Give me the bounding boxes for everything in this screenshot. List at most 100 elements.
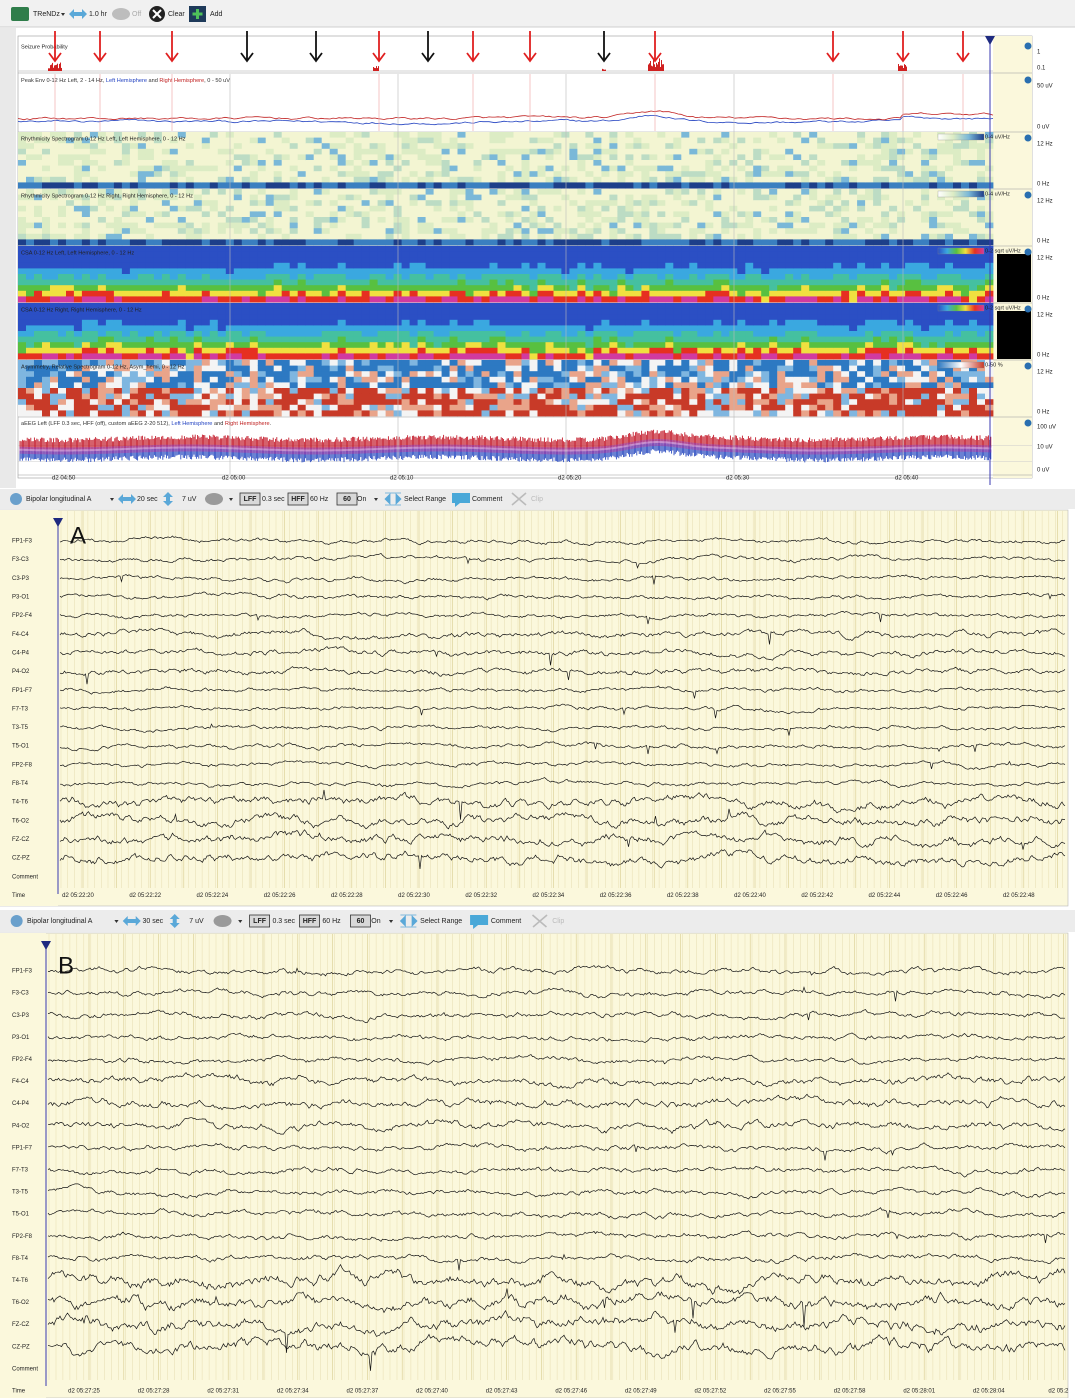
spectrogram-cell	[673, 182, 681, 188]
spectrogram-cell	[657, 274, 665, 280]
spectrogram-cell	[713, 303, 721, 309]
spectrogram-cell	[362, 171, 370, 177]
spectrogram-cell	[250, 268, 258, 274]
spectrogram-cell	[825, 206, 833, 212]
spectrogram-cell	[593, 337, 601, 343]
spectrogram-cell	[817, 353, 825, 359]
spectrogram-cell	[178, 200, 186, 206]
spectrogram-cell	[322, 257, 330, 263]
spectrogram-cell	[218, 252, 226, 258]
spectrogram-cell	[617, 160, 625, 166]
spectrogram-cell	[977, 206, 985, 212]
off-label[interactable]: Off	[132, 11, 141, 18]
spectrogram-cell	[434, 268, 442, 274]
spectrogram-cell	[18, 285, 26, 291]
spectrogram-cell	[66, 166, 74, 172]
spectrogram-cell	[410, 296, 418, 302]
spectrogram-cell	[178, 252, 186, 258]
spectrogram-cell	[985, 296, 993, 302]
spectrogram-cell	[146, 211, 154, 217]
spectrogram-cell	[577, 228, 585, 234]
spectrogram-cell	[777, 239, 785, 245]
spectrogram-cell	[809, 268, 817, 274]
spectrogram-cell	[625, 200, 633, 206]
clear-label[interactable]: Clear	[168, 11, 185, 18]
spectrogram-cell	[386, 149, 394, 155]
spectrogram-cell	[18, 320, 26, 326]
spectrogram-cell	[146, 303, 154, 309]
scale-label: 0 Hz	[1037, 182, 1049, 188]
spectrogram-cell	[554, 239, 562, 245]
spectrogram-cell	[82, 149, 90, 155]
add-label[interactable]: Add	[210, 11, 223, 18]
info-icon[interactable]	[1025, 43, 1032, 50]
info-icon[interactable]	[1025, 135, 1032, 142]
spectrogram-cell	[761, 280, 769, 286]
spectrogram-cell	[641, 342, 649, 348]
spectrogram-cell	[202, 314, 210, 320]
spectrogram-cell	[593, 217, 601, 223]
spectrogram-cell	[490, 252, 498, 258]
trends-icon[interactable]	[11, 7, 29, 21]
info-icon[interactable]	[1025, 192, 1032, 199]
spectrogram-cell	[514, 257, 522, 263]
spectrogram-cell	[585, 348, 593, 354]
spectrogram-cell	[234, 154, 242, 160]
info-icon[interactable]	[1025, 77, 1032, 84]
spectrogram-cell	[290, 217, 298, 223]
spectrogram-cell	[146, 246, 154, 252]
spectrogram-cell	[753, 189, 761, 195]
spectrogram-cell	[793, 217, 801, 223]
spectrogram-cell	[577, 166, 585, 172]
spectrogram-cell	[601, 132, 609, 138]
spectrogram-cell	[929, 303, 937, 309]
spectrogram-cell	[34, 342, 42, 348]
spectrogram-cell	[138, 149, 146, 155]
spectrogram-cell	[410, 217, 418, 223]
spectrogram-cell	[250, 285, 258, 291]
spectrogram-cell	[729, 280, 737, 286]
spectrogram-cell	[538, 189, 546, 195]
spectrogram-cell	[713, 234, 721, 240]
spectrogram-cell	[386, 337, 394, 343]
spectrogram-cell	[649, 138, 657, 144]
spectrogram-cell	[689, 320, 697, 326]
spectrogram-cell	[130, 348, 138, 354]
spectrogram-cell	[721, 348, 729, 354]
spectrogram-cell	[266, 280, 274, 286]
spectrogram-cell	[98, 280, 106, 286]
spectrogram-cell	[282, 132, 290, 138]
spectrogram-cell	[338, 342, 346, 348]
spectrogram-cell	[777, 268, 785, 274]
spectrogram-cell	[833, 296, 841, 302]
spectrogram-cell	[881, 303, 889, 309]
spectrogram-cell	[210, 314, 218, 320]
spectrogram-cell	[546, 189, 554, 195]
spectrogram-cell	[354, 291, 362, 297]
spectrogram-cell	[546, 337, 554, 343]
spectrogram-cell	[282, 331, 290, 337]
spectrogram-cell	[74, 171, 82, 177]
spectrogram-cell	[122, 171, 130, 177]
spectrogram-cell	[921, 206, 929, 212]
spectrogram-cell	[793, 228, 801, 234]
off-icon[interactable]	[112, 8, 130, 20]
spectrogram-cell	[729, 132, 737, 138]
spectrogram-cell	[873, 268, 881, 274]
spectrogram-cell	[210, 223, 218, 229]
spectrogram-cell	[346, 309, 354, 315]
spectrogram-cell	[945, 160, 953, 166]
spectrogram-cell	[426, 143, 434, 149]
spectrogram-cell	[98, 160, 106, 166]
spectrogram-cell	[122, 331, 130, 337]
spectrogram-cell	[873, 252, 881, 258]
spectrogram-cell	[114, 206, 122, 212]
trends-menu[interactable]: TReNDz	[33, 11, 60, 18]
info-icon[interactable]	[1025, 249, 1032, 256]
spectrogram-cell	[458, 143, 466, 149]
spectrogram-cell	[649, 263, 657, 269]
spectrogram-cell	[74, 331, 82, 337]
duration[interactable]: 1.0 hr	[89, 11, 108, 18]
eeg-review-screen: TReNDz1.0 hrOffClearAddSeizure Probabili…	[0, 0, 1075, 1398]
spectrogram-cell	[769, 337, 777, 343]
